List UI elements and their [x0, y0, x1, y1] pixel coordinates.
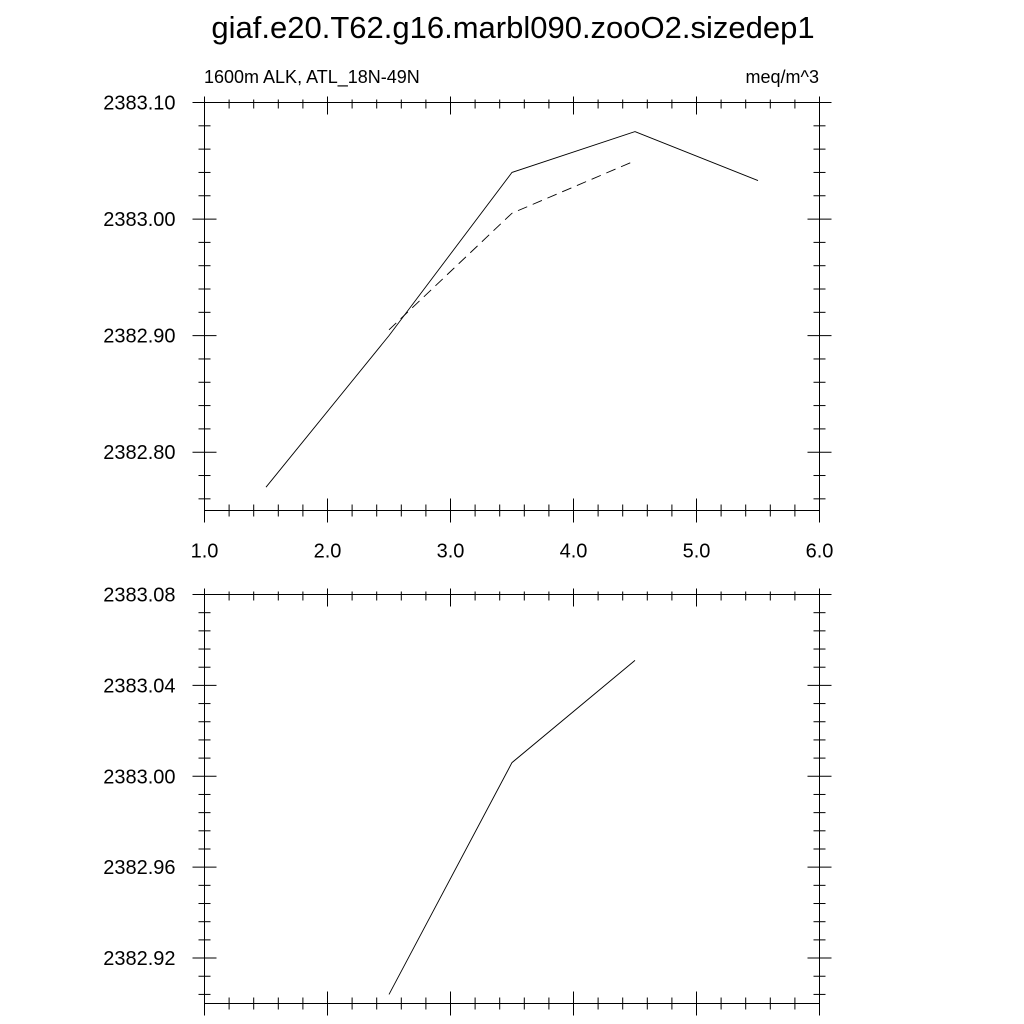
bottom-panel-ticks: [192, 588, 832, 1016]
top-panel-y-tick-label: 2382.80: [103, 442, 175, 464]
top-panel-y-tick-labels: 2382.80 2382.90 2383.00 2383.10: [103, 93, 175, 465]
top-panel-x-tick-label: 2.0: [314, 541, 342, 563]
top-panel-series: [265, 131, 759, 488]
top-panel-series-solid-line: [265, 131, 759, 488]
bottom-panel-y-tick-label: 2382.96: [103, 857, 175, 879]
top-panel-x-tick-label: 5.0: [683, 541, 711, 563]
bottom-panel-series-solid-line: [388, 660, 636, 995]
bottom-panel-y-tick-label: 2383.04: [103, 675, 175, 697]
top-panel-x-tick-label: 4.0: [560, 541, 588, 563]
top-panel: 1600m ALK, ATL_18N-49N meq/m^3 2382.8023…: [103, 67, 833, 563]
top-panel-x-tick-label: 6.0: [806, 541, 834, 563]
bottom-panel: 2382.92 2382.96 2383.00 2383.04 2383.08: [103, 585, 832, 1016]
bottom-panel-y-tick-label: 2382.92: [103, 948, 175, 970]
top-panel-subtitle-left: 1600m ALK, ATL_18N-49N: [204, 67, 420, 88]
top-panel-frame: [204, 102, 820, 511]
top-panel-y-tick-label: 2382.90: [103, 326, 175, 348]
bottom-panel-y-tick-labels: 2382.92 2382.96 2383.00 2383.04 2383.08: [103, 585, 175, 971]
figure-title: giaf.e20.T62.g16.marbl090.zooO2.sizedep1: [211, 10, 814, 45]
top-panel-x-tick-labels: 1.0 2.0 3.0 4.0 5.0 6.0: [191, 541, 834, 563]
top-panel-ticks: [192, 96, 832, 523]
bottom-panel-frame: [204, 594, 820, 1004]
top-panel-x-tick-label: 1.0: [191, 541, 219, 563]
top-panel-y-tick-label: 2383.00: [103, 209, 175, 231]
bottom-panel-y-tick-label: 2383.08: [103, 585, 175, 607]
top-panel-series-dashed-line: [388, 160, 636, 331]
top-panel-x-tick-label: 3.0: [437, 541, 465, 563]
top-panel-subtitle-right: meq/m^3: [746, 67, 819, 87]
bottom-panel-y-tick-label: 2383.00: [103, 766, 175, 788]
bottom-panel-series: [388, 660, 636, 995]
top-panel-y-tick-label: 2383.10: [103, 93, 175, 115]
